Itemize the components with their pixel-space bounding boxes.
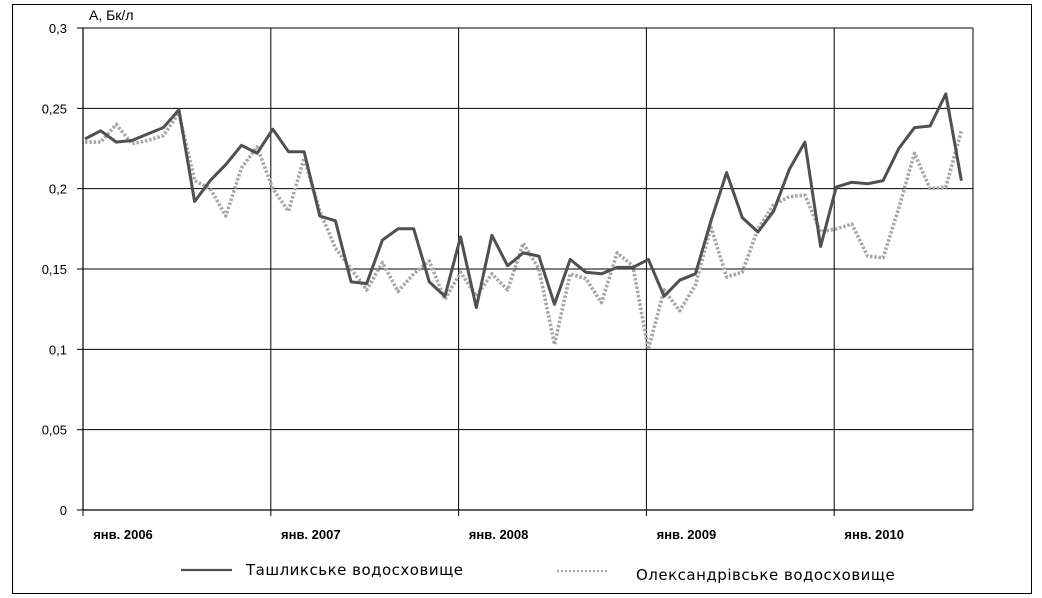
y-tick-label: 0,15 bbox=[42, 262, 67, 277]
legend-label-tashlykske: Ташликське водосховище bbox=[245, 561, 463, 579]
series-line-tashlykske bbox=[84, 92, 963, 310]
x-tick-label: янв. 2010 bbox=[844, 527, 904, 542]
y-tick-label: 0,25 bbox=[42, 101, 67, 116]
x-tick-label: янв. 2009 bbox=[657, 527, 717, 542]
y-tick-label: 0,05 bbox=[42, 423, 67, 438]
chart-frame bbox=[12, 4, 1032, 594]
axes bbox=[77, 27, 973, 516]
y-tick-label: 0,3 bbox=[49, 21, 67, 36]
x-tick-label: янв. 2008 bbox=[469, 527, 529, 542]
series-line-oleksandrivske bbox=[85, 111, 964, 352]
y-tick-label: 0,2 bbox=[49, 182, 67, 197]
series-lines bbox=[84, 92, 964, 352]
y-tick-label: 0,1 bbox=[49, 342, 67, 357]
y-tick-labels: 0 0,05 0,1 0,15 0,2 0,25 0,3 bbox=[42, 21, 67, 518]
y-tick-label: 0 bbox=[60, 503, 67, 518]
x-tick-labels: янв. 2006 янв. 2007 янв. 2008 янв. 2009 янв.… bbox=[93, 527, 904, 542]
legend: Ташликське водосховище Олександрівське во… bbox=[181, 561, 895, 584]
y-axis-label: А, Бк/л bbox=[89, 7, 134, 23]
x-tick-label: янв. 2007 bbox=[281, 527, 341, 542]
legend-label-oleksandrivske: Олександрівське водосховище bbox=[636, 566, 895, 584]
grid-lines bbox=[83, 27, 974, 510]
x-tick-label: янв. 2006 bbox=[93, 527, 153, 542]
